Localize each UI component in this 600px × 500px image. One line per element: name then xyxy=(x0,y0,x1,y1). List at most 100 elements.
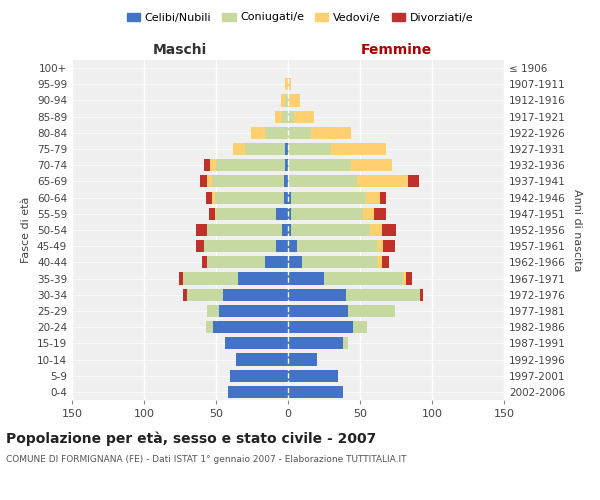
Bar xyxy=(277,208,288,220)
Bar xyxy=(346,288,421,301)
Bar xyxy=(202,256,208,268)
Bar xyxy=(343,338,349,349)
Bar xyxy=(265,256,288,268)
Bar xyxy=(196,240,205,252)
Bar xyxy=(230,370,288,382)
Bar xyxy=(352,159,392,172)
Bar xyxy=(210,159,216,172)
Bar xyxy=(407,176,419,188)
Bar xyxy=(377,240,383,252)
Bar xyxy=(208,224,282,236)
Bar xyxy=(291,192,366,203)
Bar xyxy=(288,288,346,301)
Bar xyxy=(215,192,284,203)
Text: Femmine: Femmine xyxy=(361,43,431,57)
Bar xyxy=(324,272,403,284)
Bar xyxy=(206,192,212,203)
Bar xyxy=(284,176,288,188)
Bar xyxy=(288,176,357,188)
Bar xyxy=(349,305,395,317)
Bar xyxy=(208,305,219,317)
Bar xyxy=(288,370,338,382)
Bar xyxy=(311,127,352,139)
Bar xyxy=(288,386,343,398)
Bar xyxy=(227,386,288,398)
Bar xyxy=(265,127,288,139)
Bar xyxy=(288,224,291,236)
Bar xyxy=(374,208,386,220)
Bar xyxy=(285,159,288,172)
Bar xyxy=(216,159,285,172)
Bar xyxy=(277,240,288,252)
Bar xyxy=(183,288,187,301)
Legend: Celibi/Nubili, Coniugati/e, Vedovi/e, Divorziati/e: Celibi/Nubili, Coniugati/e, Vedovi/e, Di… xyxy=(122,8,478,27)
Bar xyxy=(366,192,380,203)
Bar xyxy=(331,143,386,155)
Bar xyxy=(294,110,314,122)
Bar xyxy=(291,224,370,236)
Bar xyxy=(224,338,288,349)
Bar xyxy=(382,256,389,268)
Bar xyxy=(205,159,210,172)
Bar xyxy=(200,176,208,188)
Y-axis label: Anni di nascita: Anni di nascita xyxy=(572,188,582,271)
Bar xyxy=(288,127,311,139)
Bar xyxy=(233,143,245,155)
Bar xyxy=(219,305,288,317)
Bar xyxy=(208,256,265,268)
Bar xyxy=(291,208,363,220)
Bar xyxy=(302,256,377,268)
Text: Popolazione per età, sesso e stato civile - 2007: Popolazione per età, sesso e stato civil… xyxy=(6,431,376,446)
Bar xyxy=(377,256,382,268)
Bar xyxy=(370,224,382,236)
Bar xyxy=(285,78,288,90)
Bar xyxy=(288,78,291,90)
Bar xyxy=(288,305,349,317)
Bar xyxy=(282,110,288,122)
Bar xyxy=(206,321,213,333)
Bar xyxy=(403,272,406,284)
Bar xyxy=(183,272,238,284)
Bar xyxy=(288,256,302,268)
Bar xyxy=(288,94,299,106)
Bar xyxy=(285,94,288,106)
Y-axis label: Fasce di età: Fasce di età xyxy=(22,197,31,263)
Text: Maschi: Maschi xyxy=(153,43,207,57)
Text: COMUNE DI FORMIGNANA (FE) - Dati ISTAT 1° gennaio 2007 - Elaborazione TUTTITALIA: COMUNE DI FORMIGNANA (FE) - Dati ISTAT 1… xyxy=(6,456,407,464)
Bar xyxy=(285,143,288,155)
Bar xyxy=(251,127,265,139)
Bar xyxy=(288,272,324,284)
Bar xyxy=(275,110,282,122)
Bar xyxy=(421,288,424,301)
Bar xyxy=(288,354,317,366)
Bar xyxy=(284,192,288,203)
Bar xyxy=(288,208,291,220)
Bar xyxy=(196,224,208,236)
Bar xyxy=(205,240,277,252)
Bar xyxy=(288,240,296,252)
Bar xyxy=(353,321,367,333)
Bar xyxy=(215,208,216,220)
Bar xyxy=(288,192,291,203)
Bar xyxy=(238,272,288,284)
Bar xyxy=(288,321,353,333)
Bar xyxy=(288,338,343,349)
Bar xyxy=(179,272,183,284)
Bar xyxy=(282,224,288,236)
Bar xyxy=(288,110,294,122)
Bar xyxy=(212,176,284,188)
Bar xyxy=(382,224,396,236)
Bar xyxy=(357,176,407,188)
Bar xyxy=(213,321,288,333)
Bar xyxy=(383,240,395,252)
Bar xyxy=(288,143,331,155)
Bar xyxy=(296,240,377,252)
Bar xyxy=(281,94,285,106)
Bar xyxy=(208,176,212,188)
Bar xyxy=(288,159,352,172)
Bar xyxy=(187,288,223,301)
Bar xyxy=(363,208,374,220)
Bar xyxy=(209,208,215,220)
Bar xyxy=(380,192,386,203)
Bar xyxy=(406,272,412,284)
